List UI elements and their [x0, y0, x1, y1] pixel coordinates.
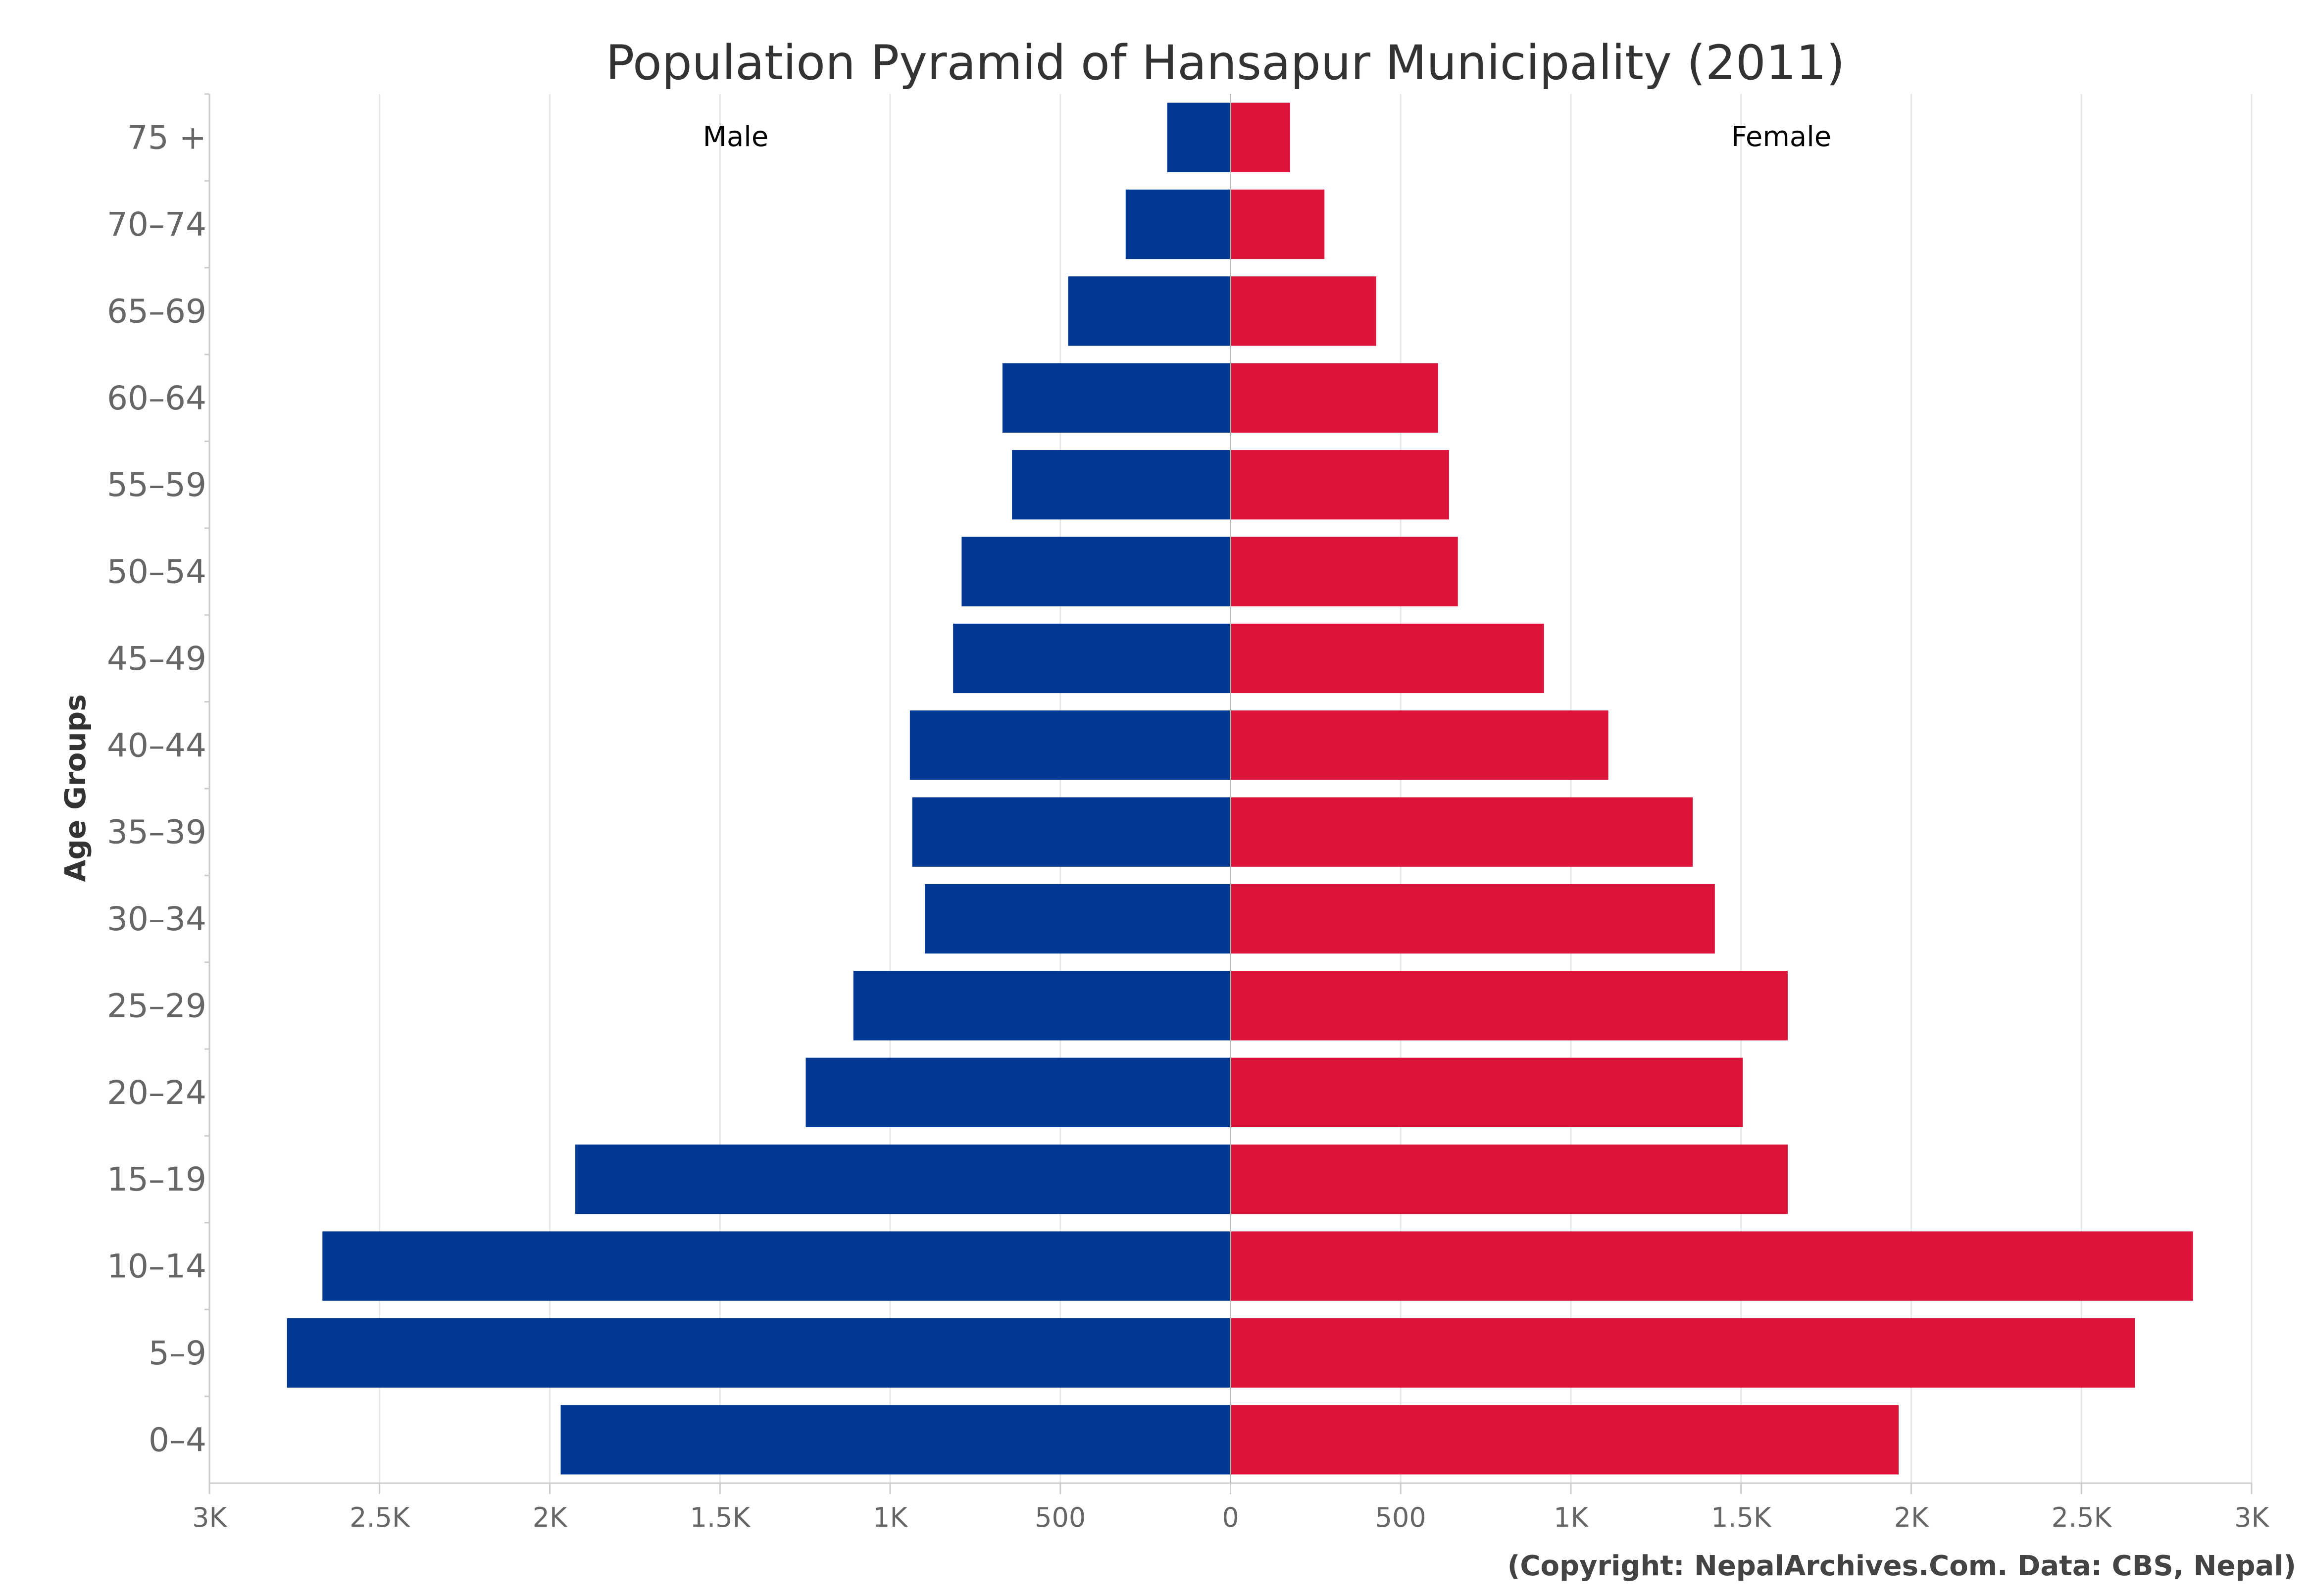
- x-tick-label: 1.5K: [1711, 1502, 1772, 1533]
- male-bar-45-49: [953, 623, 1231, 694]
- age-group-label: 20–24: [107, 1074, 206, 1112]
- x-tick-label: 1K: [1554, 1502, 1589, 1533]
- male-bar-0-4: [560, 1405, 1231, 1475]
- age-group-label: 40–44: [107, 726, 206, 764]
- female-bar-15-19: [1230, 1145, 1788, 1214]
- female-bar-40-44: [1230, 710, 1608, 780]
- x-tick-label: 2K: [1894, 1502, 1929, 1533]
- female-bar-25-29: [1230, 971, 1788, 1041]
- bars: [287, 102, 2193, 1475]
- male-bar-40-44: [909, 710, 1231, 780]
- female-bar-30-34: [1230, 884, 1715, 954]
- age-group-label: 30–34: [107, 900, 206, 938]
- female-bar-0-4: [1230, 1405, 1899, 1475]
- age-group-label: 25–29: [107, 987, 206, 1025]
- female-bar-55-59: [1230, 450, 1449, 520]
- age-group-label: 75 +: [127, 119, 206, 157]
- age-group-label: 60–64: [107, 379, 206, 417]
- female-bar-60-64: [1230, 363, 1438, 433]
- age-group-label: 55–59: [107, 466, 206, 504]
- female-bar-35-39: [1230, 797, 1693, 867]
- female-bar-70-74: [1230, 189, 1325, 259]
- female-bar-20-24: [1230, 1057, 1743, 1127]
- axis: [204, 93, 2253, 1494]
- male-bar-75+: [1167, 102, 1231, 172]
- x-tick-label: 3K: [2234, 1502, 2269, 1533]
- female-bar-5-9: [1230, 1318, 2135, 1388]
- age-group-label: 70–74: [107, 205, 206, 244]
- female-bar-50-54: [1230, 537, 1458, 606]
- chart-title: Population Pyramid of Hansapur Municipal…: [606, 35, 1845, 91]
- female-bar-75+: [1230, 102, 1290, 172]
- male-bar-10-14: [322, 1231, 1231, 1301]
- female-series-label: Female: [1731, 121, 1831, 153]
- x-tick-label: 1.5K: [690, 1502, 751, 1533]
- age-group-label: 35–39: [107, 813, 206, 851]
- x-tick-label: 2.5K: [2052, 1502, 2112, 1533]
- x-tick-label: 0: [1222, 1502, 1239, 1533]
- female-bar-65-69: [1230, 276, 1376, 346]
- male-bar-70-74: [1125, 189, 1231, 259]
- female-bar-10-14: [1230, 1231, 2193, 1301]
- x-tick-label: 2K: [533, 1502, 568, 1533]
- male-bar-55-59: [1012, 450, 1231, 520]
- age-group-label: 0–4: [149, 1421, 206, 1459]
- labels: 3K 2.5K 2K 1.5K 1K 500 0 500 1K 1.5K 2K 2.5K 3K 0–4 5–…: [107, 119, 2269, 1533]
- female-bar-45-49: [1230, 623, 1544, 694]
- age-group-label: 10–14: [107, 1247, 206, 1286]
- male-bar-65-69: [1068, 276, 1231, 346]
- x-tick-label: 500: [1035, 1502, 1086, 1533]
- male-bar-25-29: [853, 971, 1231, 1041]
- male-bar-50-54: [961, 537, 1231, 606]
- age-group-label: 5–9: [149, 1334, 206, 1372]
- x-tick-label: 1K: [873, 1502, 908, 1533]
- x-tick-label: 3K: [192, 1502, 227, 1533]
- y-axis-title: Age Groups: [58, 694, 92, 882]
- copyright-credit: (Copyright: NepalArchives.Com. Data: CBS…: [1507, 1550, 2296, 1582]
- male-bar-15-19: [575, 1145, 1231, 1214]
- male-bar-60-64: [1002, 363, 1231, 433]
- male-bar-35-39: [912, 797, 1231, 867]
- age-group-label: 65–69: [107, 292, 206, 330]
- male-bar-5-9: [287, 1318, 1231, 1388]
- male-bar-20-24: [805, 1057, 1231, 1127]
- male-bar-30-34: [925, 884, 1231, 954]
- age-group-label: 50–54: [107, 553, 206, 591]
- x-tick-label: 2.5K: [350, 1502, 410, 1533]
- x-tick-label: 500: [1375, 1502, 1426, 1533]
- age-group-label: 15–19: [107, 1160, 206, 1198]
- male-series-label: Male: [703, 121, 769, 153]
- age-group-label: 45–49: [107, 640, 206, 678]
